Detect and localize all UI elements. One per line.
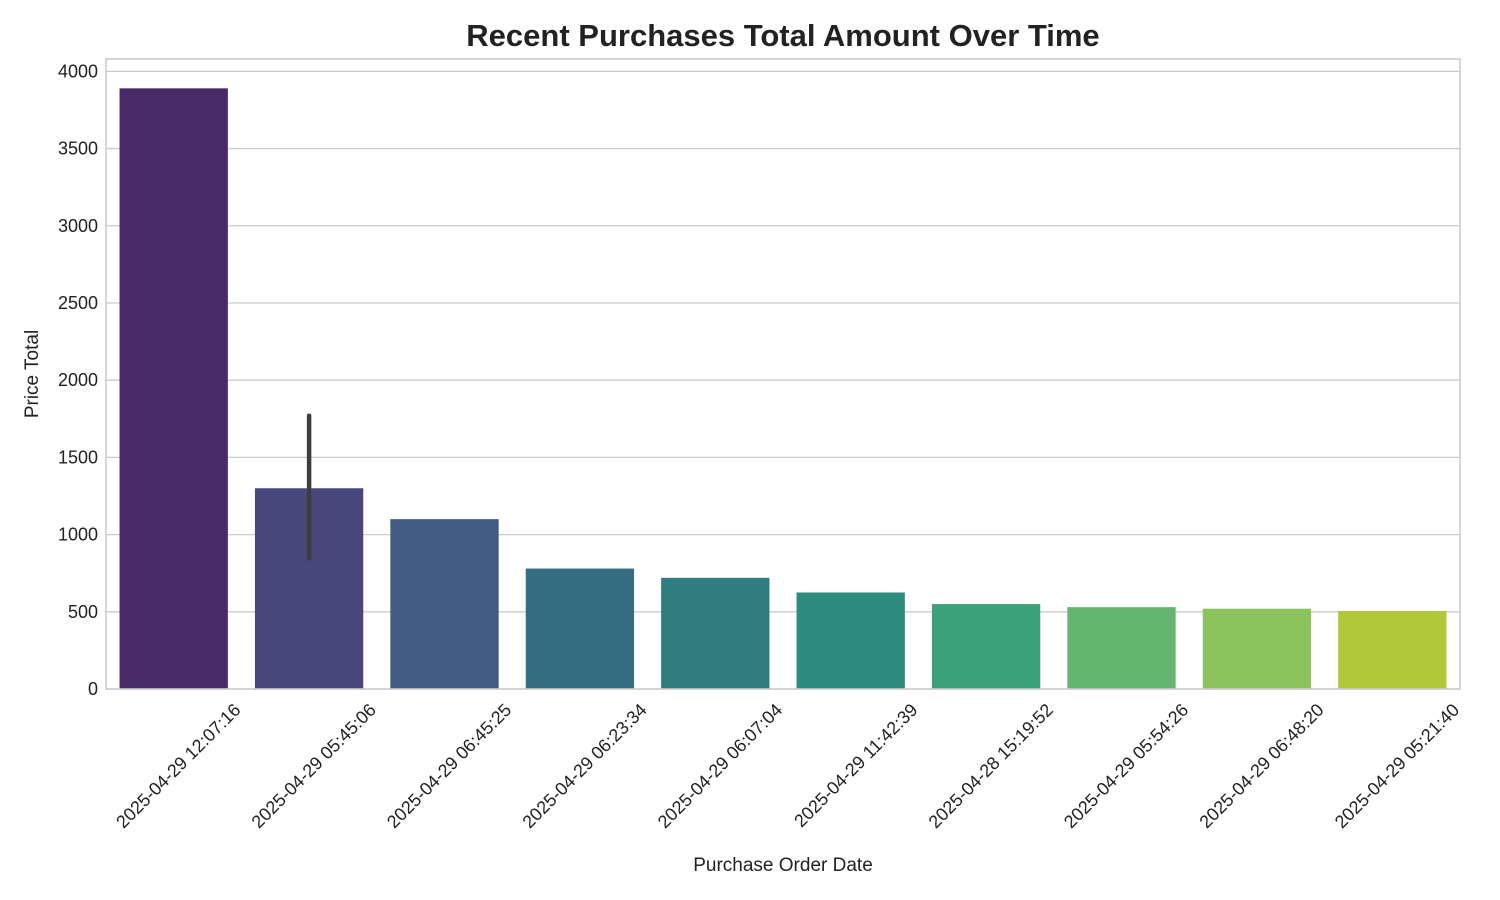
x-tick-label: 2025-04-29 05:21:40 [1331,700,1463,832]
chart-title: Recent Purchases Total Amount Over Time [466,18,1099,53]
x-tick-label: 2025-04-28 15:19:52 [925,700,1057,832]
y-axis-label: Price Total [22,330,43,418]
y-tick-label: 2500 [58,293,98,313]
x-tick-label: 2025-04-29 05:54:26 [1060,700,1192,832]
x-tick-labels: 2025-04-29 12:07:16 2025-04-29 05:45:06 20… [112,700,1463,832]
bar [796,592,905,689]
bar [661,577,770,689]
y-tick-label: 1000 [58,525,98,545]
bar [1202,608,1312,689]
x-tick-label: 2025-04-29 12:07:16 [112,700,244,832]
bar [1067,607,1176,689]
y-tick-label: 2000 [58,370,98,390]
x-tick-label: 2025-04-29 06:23:34 [518,700,650,832]
bar [390,519,499,689]
y-tick-label: 3000 [58,216,98,236]
y-tick-label: 4000 [58,61,98,81]
x-tick-label: 2025-04-29 11:42:39 [790,700,921,831]
y-tick-label: 0 [88,679,98,699]
bar [119,88,228,689]
x-tick-label: 2025-04-29 05:45:06 [248,700,380,832]
y-tick-label: 1500 [58,447,98,467]
x-tick-label: 2025-04-29 06:45:25 [383,700,515,832]
x-tick-label: 2025-04-29 06:48:20 [1195,700,1327,832]
plot-frame [105,58,1461,690]
bars [119,88,1447,689]
y-tick-label: 500 [68,602,98,622]
bar [931,604,1041,689]
x-axis-label: Purchase Order Date [693,855,873,876]
bar [525,568,635,689]
y-tick-label: 3500 [58,139,98,159]
x-tick-label: 2025-04-29 06:07:04 [654,700,786,832]
y-tick-labels: 0 500 1000 1500 2000 2500 3000 3500 4000 [58,61,98,699]
bar [1338,611,1447,689]
